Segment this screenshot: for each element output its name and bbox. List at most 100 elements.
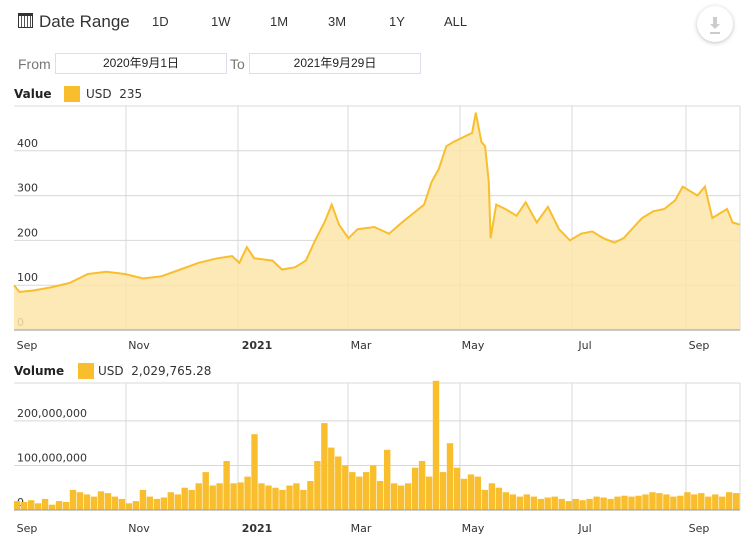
volume-bar bbox=[593, 496, 600, 510]
volume-bar bbox=[411, 467, 419, 510]
range-1w-button[interactable]: 1W bbox=[211, 14, 231, 29]
volume-bar bbox=[656, 493, 663, 510]
volume-bar bbox=[335, 456, 342, 510]
volume-bar bbox=[628, 496, 635, 510]
range-1m-button[interactable]: 1M bbox=[270, 14, 289, 29]
value-chart-x-tick-label: Sep bbox=[17, 339, 38, 352]
volume-legend-currency: USD bbox=[98, 364, 124, 378]
volume-bar bbox=[649, 492, 656, 510]
range-3m-button[interactable]: 3M bbox=[328, 14, 347, 29]
volume-bar bbox=[733, 493, 740, 510]
volume-bar bbox=[181, 487, 188, 510]
volume-bar bbox=[481, 489, 489, 510]
volume-bar bbox=[391, 483, 398, 510]
volume-bar bbox=[279, 489, 286, 510]
value-legend: USD 235 bbox=[86, 87, 142, 101]
volume-chart-x-tick-label: 2021 bbox=[242, 522, 273, 535]
volume-chart-title: Volume bbox=[14, 364, 65, 378]
calendar-icon bbox=[18, 13, 33, 28]
volume-bar bbox=[216, 483, 223, 510]
value-chart-x-tick-label: Nov bbox=[128, 339, 150, 352]
volume-chart-x-tick-label: Sep bbox=[689, 522, 710, 535]
volume-bar bbox=[83, 494, 91, 510]
volume-chart-y-tick-label: 200,000,000 bbox=[17, 407, 87, 420]
value-area bbox=[14, 112, 740, 330]
volume-bar bbox=[328, 447, 335, 510]
value-legend-currency: USD bbox=[86, 87, 112, 101]
volume-bar bbox=[62, 502, 70, 510]
volume-chart-y-tick-label: 100,000,000 bbox=[17, 451, 87, 464]
volume-bar bbox=[418, 461, 426, 510]
volume-bar bbox=[286, 485, 293, 510]
value-chart-y-tick-label: 300 bbox=[17, 182, 38, 195]
value-chart-y-tick-label: 100 bbox=[17, 271, 38, 284]
volume-bar bbox=[55, 501, 63, 510]
date-range-title: Date Range bbox=[39, 12, 130, 31]
volume-bar bbox=[321, 423, 328, 510]
range-1d-button[interactable]: 1D bbox=[152, 14, 169, 29]
volume-bar bbox=[684, 492, 691, 510]
volume-bar bbox=[111, 496, 119, 510]
volume-bar bbox=[397, 485, 405, 510]
volume-bar bbox=[621, 495, 628, 510]
from-date-input[interactable]: 2020年9月1日 bbox=[55, 53, 227, 74]
volume-bar bbox=[432, 380, 440, 510]
volume-legend-value: 2,029,765.28 bbox=[131, 364, 212, 378]
volume-bar bbox=[384, 449, 391, 510]
download-icon bbox=[710, 17, 720, 34]
volume-bar bbox=[104, 493, 112, 510]
volume-bar bbox=[314, 461, 321, 510]
volume-bar bbox=[356, 476, 363, 510]
volume-bar bbox=[90, 496, 98, 510]
download-button[interactable] bbox=[697, 6, 733, 42]
volume-bar bbox=[467, 474, 475, 510]
volume-bar bbox=[237, 482, 244, 510]
volume-bar bbox=[488, 483, 496, 510]
volume-bar bbox=[258, 483, 265, 510]
from-label: From bbox=[18, 56, 51, 72]
range-all-button[interactable]: ALL bbox=[444, 14, 468, 29]
volume-bar bbox=[209, 485, 216, 510]
volume-bar bbox=[565, 501, 572, 510]
volume-bar bbox=[509, 494, 516, 510]
volume-bar bbox=[523, 494, 530, 510]
volume-bar bbox=[530, 496, 537, 510]
value-legend-swatch bbox=[64, 86, 80, 102]
volume-bar bbox=[202, 472, 209, 510]
volume-bar bbox=[139, 489, 147, 510]
range-1y-button[interactable]: 1Y bbox=[389, 14, 405, 29]
volume-bar bbox=[474, 476, 482, 510]
to-date-input[interactable]: 2021年9月29日 bbox=[249, 53, 421, 74]
volume-legend-swatch bbox=[78, 363, 94, 379]
volume-bar bbox=[97, 491, 105, 510]
volume-bar bbox=[446, 443, 454, 510]
volume-chart-y-tick-label: 0 bbox=[17, 496, 24, 509]
volume-bar bbox=[691, 494, 698, 510]
volume-bar bbox=[349, 472, 356, 510]
value-chart-x-tick-label: 2021 bbox=[242, 339, 273, 352]
volume-bar bbox=[579, 500, 586, 510]
volume-bar bbox=[516, 496, 523, 510]
value-line bbox=[13, 112, 741, 293]
volume-bar bbox=[76, 492, 84, 510]
volume-bar bbox=[160, 497, 167, 510]
volume-bar bbox=[251, 434, 258, 510]
volume-bar bbox=[544, 497, 551, 510]
value-chart-x-tick-label: Sep bbox=[689, 339, 710, 352]
volume-bar bbox=[551, 496, 558, 510]
volume-bar bbox=[195, 483, 202, 510]
volume-bar bbox=[670, 496, 677, 510]
value-chart-y-tick-label: 200 bbox=[17, 226, 38, 239]
volume-bar bbox=[132, 501, 140, 510]
volume-bar bbox=[377, 481, 384, 510]
volume-bar bbox=[307, 481, 314, 510]
value-chart-y-tick-label: 400 bbox=[17, 137, 38, 150]
volume-bar bbox=[342, 465, 349, 510]
volume-bar bbox=[363, 472, 370, 510]
volume-bar bbox=[167, 492, 174, 510]
volume-bar bbox=[558, 498, 565, 510]
volume-bar bbox=[223, 461, 230, 510]
volume-bar bbox=[712, 494, 719, 510]
volume-bar bbox=[265, 485, 272, 510]
